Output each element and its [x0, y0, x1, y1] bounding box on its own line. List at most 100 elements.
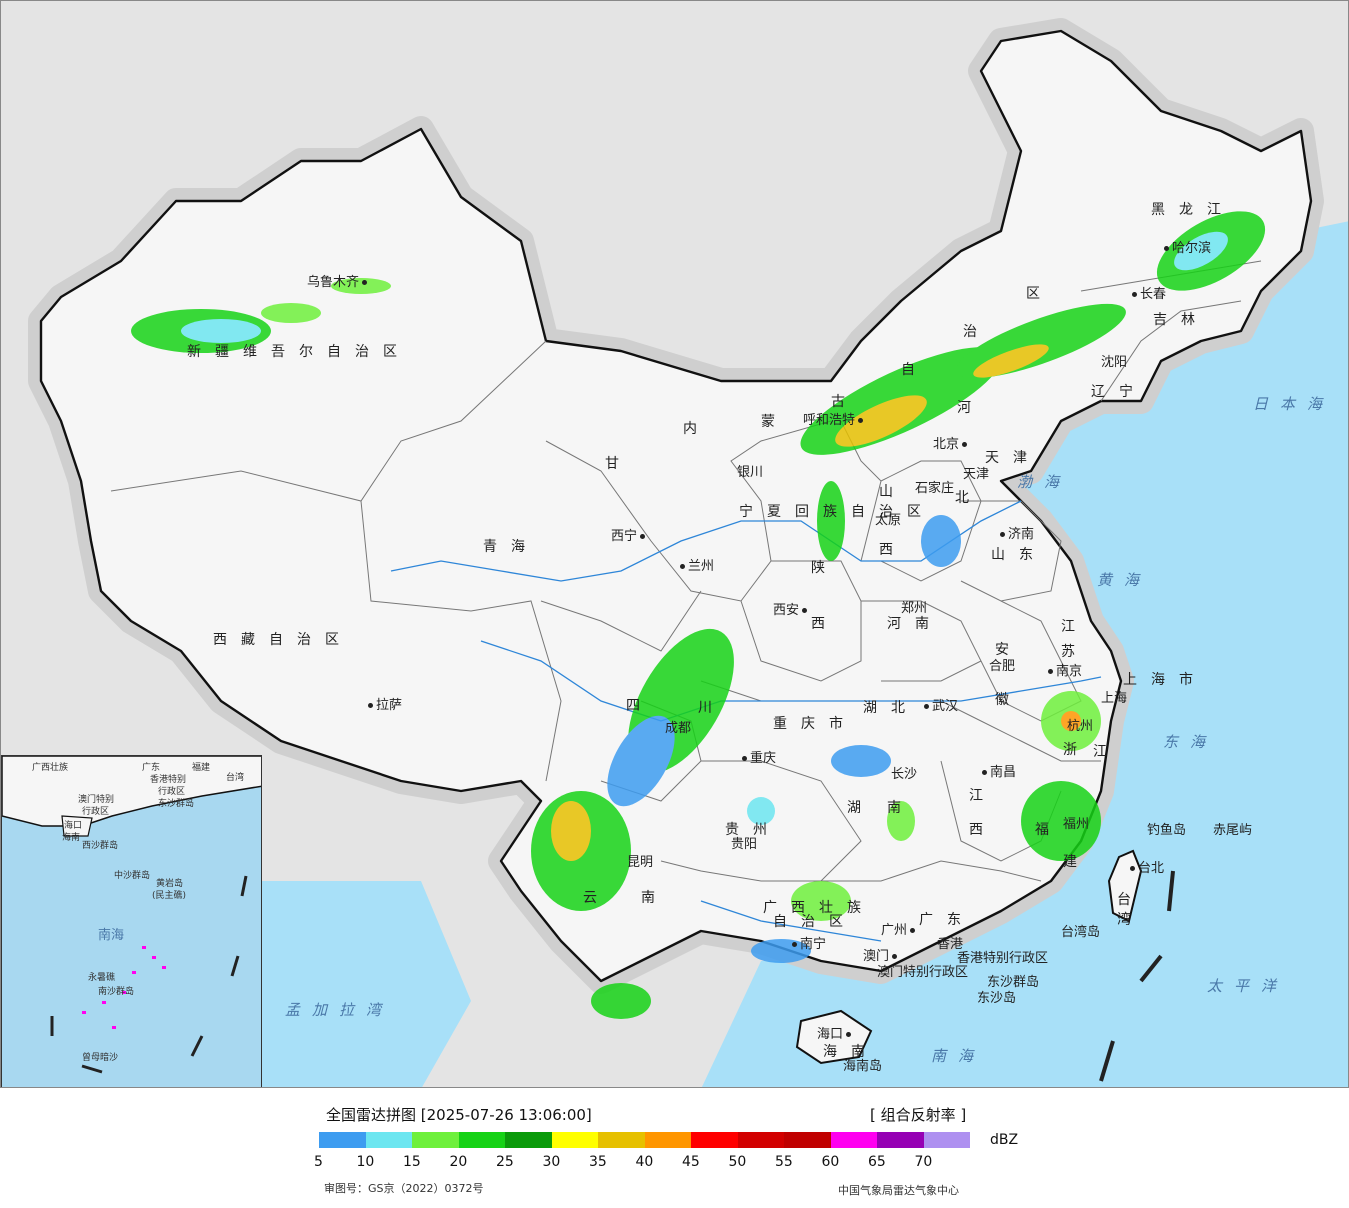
city-name: 昆明	[627, 855, 654, 870]
color-swatch	[830, 1132, 877, 1148]
city-name: 赤尾屿	[1213, 823, 1253, 838]
province-label: 河	[957, 400, 985, 416]
color-swatch	[691, 1132, 738, 1148]
city-dot-icon	[1000, 532, 1005, 537]
city-label: 台北	[1127, 857, 1164, 876]
province-label: 川	[698, 700, 726, 716]
province-label: 河南	[887, 616, 943, 632]
province-label: 自治区	[773, 914, 857, 930]
province-label: 海南	[823, 1044, 879, 1060]
province-label: 北	[955, 490, 983, 506]
inset-label: 海南	[62, 833, 81, 843]
city-dot-icon	[910, 928, 916, 933]
legend-panel: 全国雷达拼图 [2025-07-26 13:06:00] [ 组合反射率 ] d…	[0, 1088, 1349, 1208]
city-label: 济南	[997, 523, 1034, 542]
province-label: 浙	[1063, 742, 1091, 758]
inset-label: 广东	[142, 763, 161, 773]
inset-label: 台湾	[226, 773, 245, 783]
tick-label: 60	[821, 1154, 840, 1170]
province-label: 湖北	[863, 700, 919, 716]
city-label: 石家庄	[915, 477, 954, 496]
city-name: 呼和浩特	[803, 413, 856, 428]
inset-canvas	[2, 756, 261, 1074]
city-dot-icon	[792, 942, 797, 947]
province-label: 湖	[847, 800, 875, 816]
province-label: 山	[879, 484, 907, 500]
radar-echoes	[131, 211, 1266, 1019]
tick-label: 20	[449, 1154, 468, 1170]
inset-label: 澳门特别	[78, 795, 115, 805]
city-name: 拉萨	[376, 698, 403, 713]
city-label: 长沙	[891, 763, 917, 782]
province-label: 徽	[995, 692, 1023, 708]
color-swatch	[598, 1132, 645, 1148]
color-swatch	[784, 1132, 831, 1148]
city-label: 天津	[963, 463, 989, 482]
province-label: 重庆市	[773, 716, 857, 732]
city-label: 香港	[937, 933, 963, 952]
city-dot-icon	[858, 418, 864, 423]
city-name: 杭州	[1067, 719, 1094, 734]
province-label: 辽宁	[1091, 384, 1147, 400]
city-dot-icon	[742, 756, 747, 761]
city-label: 乌鲁木齐	[307, 271, 370, 290]
city-dot-icon	[1164, 246, 1169, 251]
province-label: 南	[641, 890, 669, 906]
city-name: 武汉	[932, 699, 959, 714]
city-name: 台湾岛	[1061, 925, 1101, 940]
map-canvas	[1, 1, 1348, 1087]
tick-label: 25	[496, 1154, 514, 1170]
tick-label: 45	[682, 1154, 700, 1170]
tick-label: 35	[589, 1154, 607, 1170]
province-label: 广东	[919, 912, 975, 928]
province-label: 台	[1117, 892, 1145, 908]
color-scale-bar	[319, 1132, 970, 1148]
city-label: 长春	[1129, 283, 1166, 302]
city-label: 南京	[1045, 660, 1082, 679]
tick-label: 5	[314, 1154, 323, 1170]
city-name: 钓鱼岛	[1147, 823, 1187, 838]
inset-label: (民主礁)	[152, 891, 187, 901]
city-name: 南宁	[800, 937, 827, 952]
city-label: 拉萨	[365, 694, 402, 713]
city-name: 成都	[665, 721, 692, 736]
city-label: 合肥	[989, 655, 1015, 674]
province-label: 青海	[483, 539, 539, 555]
province-label: 湾	[1117, 912, 1145, 928]
city-label: 海南岛	[843, 1055, 882, 1074]
city-name: 西安	[773, 603, 800, 618]
color-swatch	[458, 1132, 505, 1148]
inset-label: 海口	[64, 821, 83, 831]
tick-label: 10	[356, 1154, 375, 1170]
city-dot-icon	[640, 534, 646, 539]
color-swatch	[412, 1132, 459, 1148]
sea-area-japan	[1221, 221, 1348, 381]
city-name: 合肥	[989, 659, 1016, 674]
province-label: 自	[901, 362, 929, 378]
hainan-island	[795, 1009, 873, 1065]
city-name: 天津	[963, 467, 990, 482]
city-label: 重庆	[739, 747, 776, 766]
city-dot-icon	[846, 1032, 852, 1037]
city-label: 沈阳	[1101, 351, 1127, 370]
tick-label: 30	[542, 1154, 561, 1170]
city-label: 澳门	[863, 945, 900, 964]
city-name: 兰州	[688, 559, 715, 574]
city-name: 重庆	[750, 751, 777, 766]
inset-label: 中沙群岛	[114, 871, 151, 881]
province-label: 西藏自治区	[213, 632, 353, 648]
credit-text: 中国气象局雷达气象中心	[838, 1184, 959, 1197]
province-label: 内	[683, 421, 711, 437]
city-name: 西宁	[611, 529, 638, 544]
city-label: 贵阳	[731, 833, 757, 852]
province-label: 安	[995, 642, 1023, 658]
province-label: 江	[1061, 619, 1089, 635]
city-name: 贵阳	[731, 837, 758, 852]
city-name: 广州	[881, 923, 908, 938]
tick-label: 15	[403, 1154, 421, 1170]
inset-label: 广西壮族	[32, 763, 69, 773]
city-name: 东沙岛	[977, 991, 1017, 1006]
inset-label: 行政区	[158, 787, 186, 797]
city-label: 上海	[1101, 687, 1127, 706]
city-label: 郑州	[901, 597, 927, 616]
